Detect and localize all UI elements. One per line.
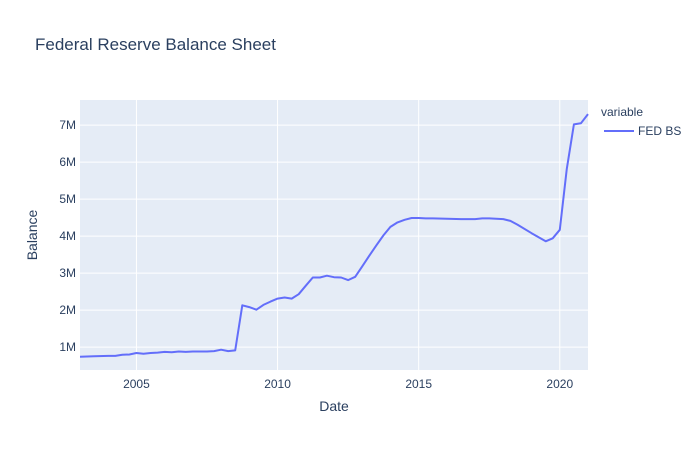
legend-title: variable	[601, 105, 643, 119]
y-tick-label: 2M	[59, 303, 76, 317]
y-axis-ticks: 1M 2M 3M 4M 5M 6M 7M	[59, 118, 76, 354]
x-axis-title: Date	[319, 398, 349, 414]
y-tick-label: 7M	[59, 118, 76, 132]
grid-lines	[80, 100, 588, 370]
x-tick-label: 2010	[264, 377, 291, 391]
x-tick-label: 2020	[546, 377, 573, 391]
x-tick-label: 2005	[123, 377, 150, 391]
y-tick-label: 1M	[59, 340, 76, 354]
series-line-fed-bs[interactable]	[79, 113, 589, 358]
legend[interactable]: variable FED BS	[601, 105, 681, 138]
plot-area[interactable]	[80, 100, 588, 370]
y-tick-label: 4M	[59, 229, 76, 243]
x-tick-label: 2015	[405, 377, 432, 391]
y-tick-label: 3M	[59, 266, 76, 280]
series-layer	[79, 113, 589, 358]
y-tick-label: 6M	[59, 155, 76, 169]
chart-title: Federal Reserve Balance Sheet	[35, 35, 276, 54]
y-tick-label: 5M	[59, 192, 76, 206]
y-axis-title: Balance	[24, 209, 40, 260]
legend-label-fed-bs[interactable]: FED BS	[638, 124, 681, 138]
x-axis-ticks: 2005 2010 2015 2020	[123, 377, 573, 391]
